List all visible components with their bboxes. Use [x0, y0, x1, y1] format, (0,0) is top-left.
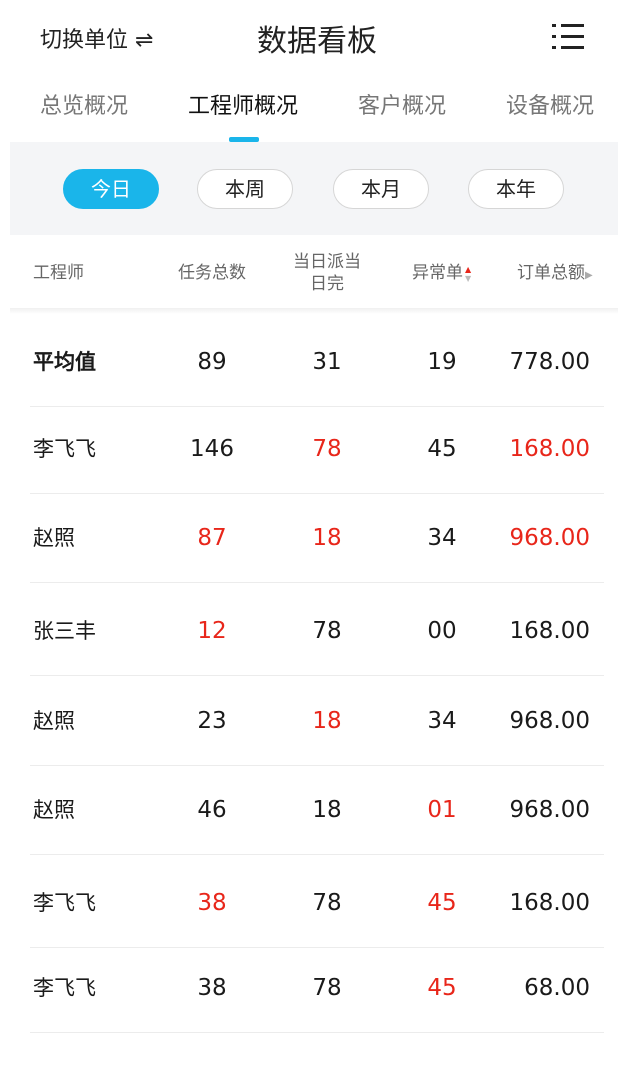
table-row[interactable]: 李飞飞 146 78 45 168.00 [0, 405, 634, 494]
row-divider [30, 765, 604, 766]
cell-abnormal: 45 [427, 975, 457, 1001]
row-divider [30, 947, 604, 948]
header-amount-label: 订单总额 [517, 263, 585, 283]
cell-amount: 168.00 [509, 436, 590, 462]
header-abnormal[interactable]: 异常单 ▲ ▼ [412, 262, 471, 284]
cell-same-day: 78 [312, 436, 342, 462]
cell-name: 赵照 [33, 798, 75, 822]
cell-tasks: 146 [190, 436, 234, 462]
header-same-day[interactable]: 当日派当日完 [293, 252, 361, 294]
cell-amount: 68.00 [524, 975, 590, 1001]
cell-tasks: 38 [197, 890, 227, 916]
average-row[interactable]: 平均值 89 31 19 778.00 [0, 318, 634, 407]
header-divider [10, 308, 618, 314]
period-week[interactable]: 本周 [197, 169, 293, 209]
row-divider [30, 406, 604, 407]
row-divider [30, 1032, 604, 1033]
cell-same-day: 78 [312, 890, 342, 916]
cell-amount: 968.00 [509, 525, 590, 551]
cell-abnormal: 34 [427, 708, 457, 734]
header-tasks[interactable]: 任务总数 [178, 263, 246, 283]
cell-tasks: 89 [197, 349, 227, 375]
cell-amount: 168.00 [509, 890, 590, 916]
row-divider [30, 582, 604, 583]
cell-abnormal: 45 [427, 890, 457, 916]
cell-same-day: 18 [312, 708, 342, 734]
row-divider [30, 854, 604, 855]
cell-amount: 968.00 [509, 797, 590, 823]
cell-abnormal: 45 [427, 436, 457, 462]
cell-same-day: 18 [312, 525, 342, 551]
cell-tasks: 87 [197, 525, 227, 551]
table-header: 工程师 任务总数 当日派当日完 异常单 ▲ ▼ 订单总额▶ [0, 240, 634, 310]
cell-tasks: 38 [197, 975, 227, 1001]
cell-name: 赵照 [33, 709, 75, 733]
cell-abnormal: 00 [427, 618, 457, 644]
table-row[interactable]: 李飞飞 38 78 45 168.00 [0, 859, 634, 948]
cell-name: 李飞飞 [33, 437, 96, 461]
cell-same-day: 78 [312, 618, 342, 644]
cell-name: 平均值 [33, 350, 96, 374]
table-row[interactable]: 赵照 46 18 01 968.00 [0, 766, 634, 855]
period-today[interactable]: 今日 [63, 169, 159, 209]
cell-name: 李飞飞 [33, 976, 96, 1000]
tab-overview[interactable]: 总览概况 [39, 94, 128, 119]
scroll-right-icon[interactable]: ▶ [585, 270, 593, 281]
cell-amount: 168.00 [509, 618, 590, 644]
cell-tasks: 23 [197, 708, 227, 734]
tab-engineer[interactable]: 工程师概况 [187, 94, 298, 119]
tab-bar: 总览概况 工程师概况 客户概况 设备概况 [0, 88, 634, 143]
period-month[interactable]: 本月 [333, 169, 429, 209]
page-title: 数据看板 [257, 24, 377, 59]
cell-same-day: 78 [312, 975, 342, 1001]
table-row[interactable]: 赵照 23 18 34 968.00 [0, 677, 634, 766]
cell-tasks: 12 [197, 618, 227, 644]
cell-amount: 778.00 [509, 349, 590, 375]
cell-tasks: 46 [197, 797, 227, 823]
cell-abnormal: 34 [427, 525, 457, 551]
table-row[interactable]: 张三丰 12 78 00 168.00 [0, 587, 634, 676]
cell-amount: 968.00 [509, 708, 590, 734]
list-menu-icon[interactable] [552, 24, 584, 50]
cell-name: 赵照 [33, 526, 75, 550]
cell-name: 李飞飞 [33, 891, 96, 915]
header-amount[interactable]: 订单总额▶ [517, 262, 593, 287]
tab-customer[interactable]: 客户概况 [357, 94, 446, 119]
top-bar: 切换单位 ⇌ 数据看板 [0, 0, 634, 75]
row-divider [30, 493, 604, 494]
cell-abnormal: 01 [427, 797, 457, 823]
tab-device[interactable]: 设备概况 [505, 94, 594, 119]
cell-same-day: 31 [312, 349, 342, 375]
cell-abnormal: 19 [427, 349, 457, 375]
switch-unit-button[interactable]: 切换单位 ⇌ [40, 28, 154, 53]
table-row[interactable]: 赵照 87 18 34 968.00 [0, 494, 634, 583]
active-tab-indicator [229, 137, 259, 142]
table-row[interactable]: 李飞飞 38 78 45 68.00 [0, 944, 634, 1033]
row-divider [30, 675, 604, 676]
header-engineer[interactable]: 工程师 [33, 263, 84, 283]
cell-name: 张三丰 [33, 619, 96, 643]
header-abnormal-label: 异常单 [412, 263, 463, 283]
period-filter: 今日 本周 本月 本年 [10, 142, 618, 235]
period-year[interactable]: 本年 [468, 169, 564, 209]
sort-icon[interactable]: ▲ ▼ [465, 265, 472, 283]
cell-same-day: 18 [312, 797, 342, 823]
